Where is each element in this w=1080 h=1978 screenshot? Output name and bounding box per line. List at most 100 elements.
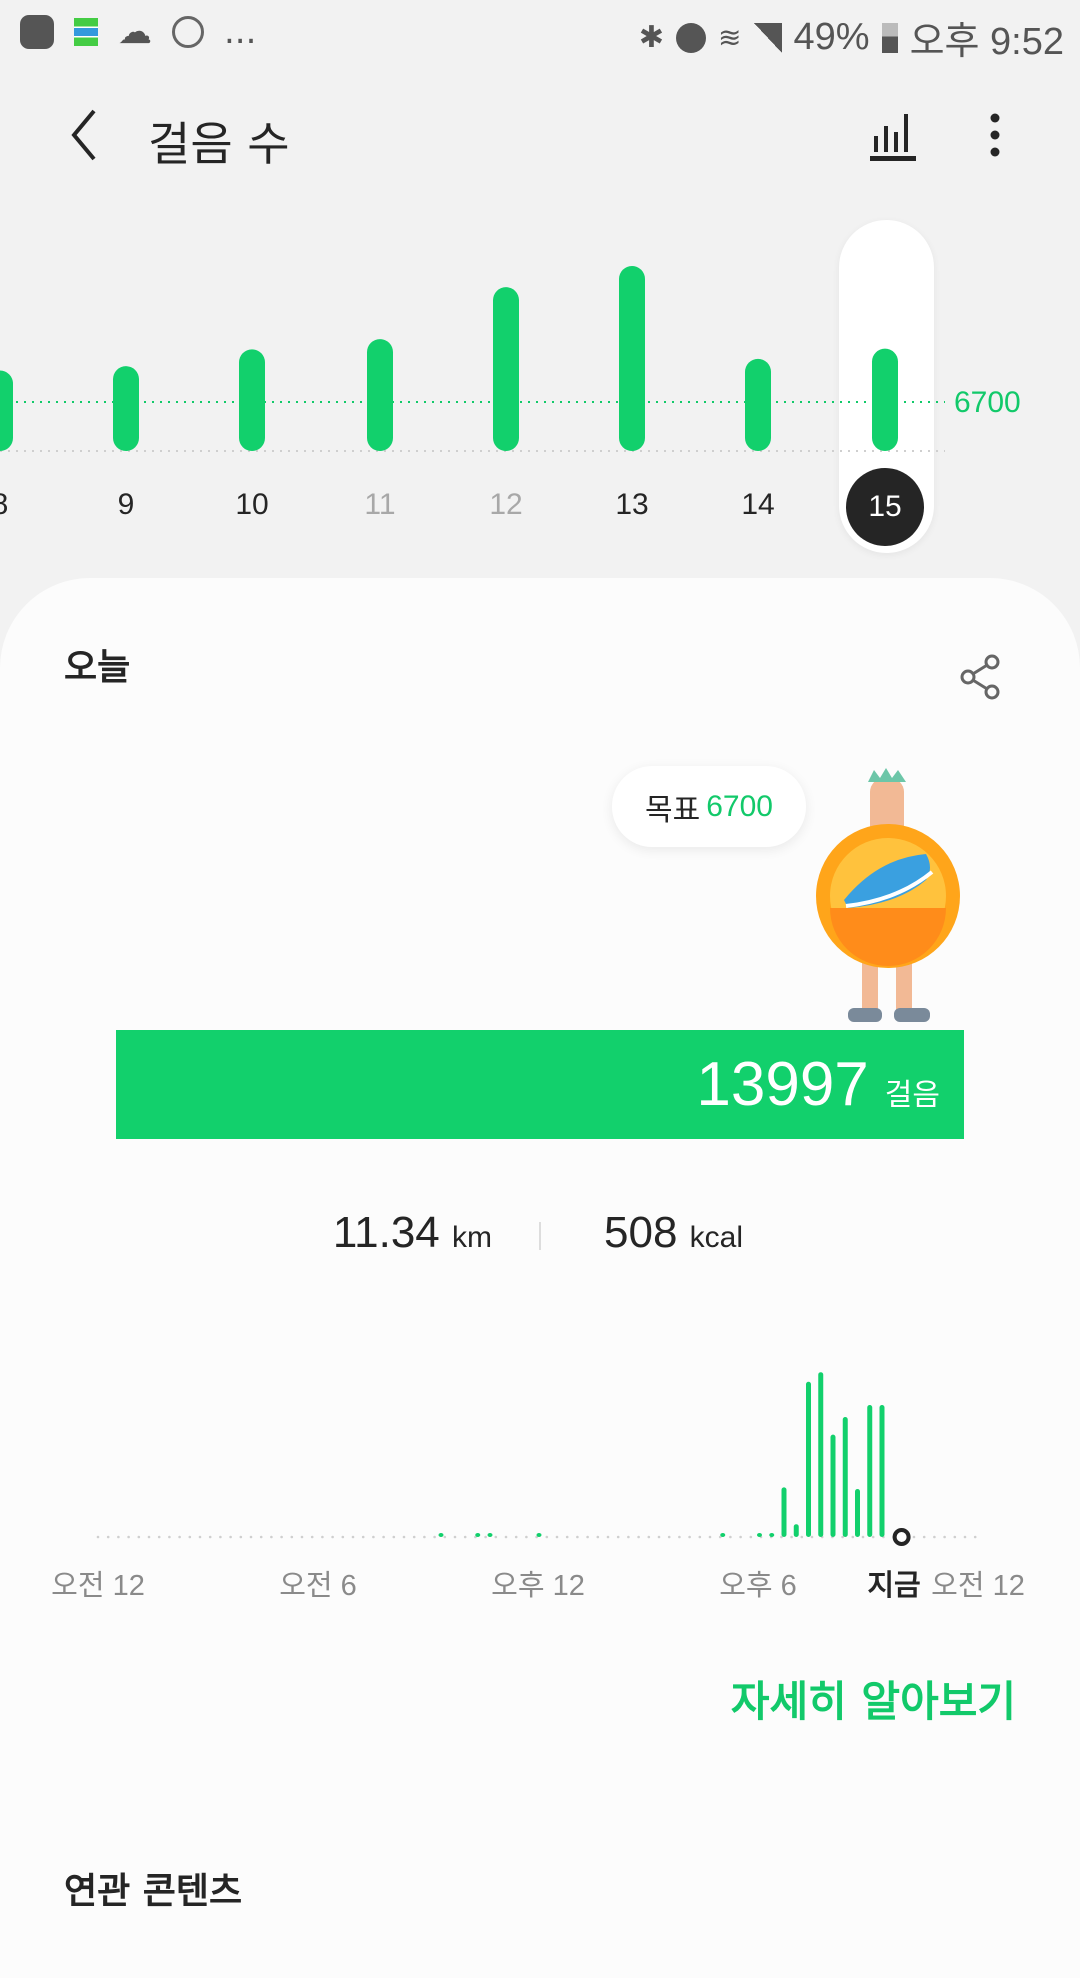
baseline-dot (953, 1535, 957, 1539)
weekly-bar[interactable] (239, 349, 265, 451)
baseline-dot (270, 1535, 273, 1539)
baseline-dot (647, 1535, 651, 1539)
hourly-x-label: 오후 6 (719, 1570, 797, 1602)
baseline-dot (484, 1535, 487, 1539)
aperture-icon (172, 16, 204, 48)
baseline-dot (331, 1535, 334, 1539)
weekly-day-label[interactable]: 10 (235, 488, 269, 521)
weekly-day-label[interactable]: 9 (117, 488, 135, 521)
baseline-dot (147, 1535, 151, 1539)
baseline-dot (433, 1535, 436, 1539)
steps-unit: 걸음 (884, 1077, 940, 1113)
more-vert-icon[interactable] (980, 110, 1010, 160)
baseline-dot (402, 1535, 406, 1539)
baseline-dot (667, 1535, 671, 1539)
baseline-dot (117, 1535, 120, 1539)
baseline-dot (423, 1535, 426, 1539)
baseline-dot (290, 1535, 294, 1539)
baseline-dot (586, 1535, 589, 1539)
hourly-bar (855, 1489, 860, 1537)
weekly-bar[interactable] (619, 265, 645, 451)
baseline-dot (208, 1535, 212, 1539)
page-title: 걸음 수 (148, 117, 290, 171)
hourly-x-label: 오전 12 (931, 1570, 1025, 1602)
baseline-dot (259, 1535, 263, 1539)
related-content-heading: 연관 콘텐츠 (64, 1871, 243, 1912)
hourly-bar (867, 1405, 873, 1537)
baseline-dot (239, 1535, 243, 1539)
baseline-dot (749, 1535, 753, 1539)
weekly-bar[interactable] (113, 366, 139, 451)
steps-total: 13997 (696, 1050, 869, 1119)
baseline-dot (514, 1535, 518, 1539)
baseline-dot (137, 1535, 141, 1539)
hourly-bar (806, 1381, 811, 1537)
mascot-illustration (816, 768, 960, 1022)
hourly-bar (757, 1533, 762, 1537)
baseline-dot (361, 1535, 365, 1539)
baseline-dot (310, 1535, 314, 1539)
baseline-dot (912, 1535, 916, 1539)
weekly-day-label[interactable]: 8 (0, 488, 8, 522)
weekly-bar[interactable] (367, 339, 393, 451)
baseline-dot (219, 1535, 222, 1539)
baseline-dot (576, 1535, 579, 1539)
steps-total-bar: 13997 걸음 (116, 1030, 964, 1139)
back-chevron-icon[interactable] (62, 105, 112, 165)
weekly-steps-chart (0, 265, 945, 452)
hourly-bar (818, 1372, 824, 1537)
weekly-bar[interactable] (872, 348, 898, 451)
hourly-bar (842, 1417, 848, 1537)
baseline-dot (157, 1535, 161, 1539)
share-icon[interactable] (958, 652, 1004, 702)
weekly-day-label[interactable]: 12 (489, 488, 523, 521)
baseline-dot (545, 1535, 549, 1539)
signal-icon (753, 22, 782, 53)
baseline-dot (198, 1535, 202, 1539)
baseline-dot (555, 1535, 559, 1539)
hourly-x-label: 오후 12 (491, 1570, 585, 1602)
baseline-dot (933, 1535, 936, 1539)
baseline-dot (627, 1535, 630, 1539)
system-icons: ✱ ≋ 49% 오후 9:52 (639, 10, 1064, 65)
distance-stat: 11.34 km (333, 1208, 492, 1258)
battery-icon (881, 22, 898, 53)
baseline-dot (463, 1535, 467, 1539)
weekly-day-label[interactable]: 11 (364, 488, 396, 521)
hourly-bar (793, 1524, 799, 1537)
baseline-dot (168, 1535, 171, 1539)
hourly-bar (536, 1533, 542, 1537)
weekly-bar[interactable] (493, 287, 519, 451)
battery-text: 49% (793, 16, 870, 58)
baseline-dot (922, 1535, 926, 1539)
baseline-dot (382, 1535, 385, 1539)
bar-chart-icon[interactable] (868, 106, 918, 162)
status-bar: ☁ ... ✱ ≋ 49% 오후 9:52 (0, 0, 1080, 66)
baseline-dot (106, 1535, 110, 1539)
baseline-dot (494, 1535, 498, 1539)
baseline-dot (810, 1535, 814, 1539)
weekly-day-label[interactable]: 14 (741, 488, 775, 521)
baseline-dot (443, 1535, 447, 1539)
distance-unit: km (452, 1221, 492, 1254)
selected-day-label[interactable]: 15 (846, 468, 924, 546)
u-plus-icon (20, 15, 54, 49)
baseline-dot (280, 1535, 283, 1539)
learn-more-link[interactable]: 자세히 알아보기 (730, 1677, 1016, 1726)
baseline-dot (943, 1535, 946, 1539)
weekly-bar[interactable] (745, 358, 771, 451)
baseline-dot (616, 1535, 620, 1539)
baseline-dot (341, 1535, 345, 1539)
hourly-steps-chart (96, 1372, 977, 1546)
calories-value: 508 (604, 1208, 678, 1257)
weekly-bar[interactable] (0, 370, 13, 451)
hourly-bar (781, 1487, 787, 1537)
baseline-dot (841, 1535, 844, 1539)
baseline-dot (504, 1535, 508, 1539)
baseline-dot (127, 1535, 130, 1539)
today-heading: 오늘 (64, 647, 131, 688)
baseline-dot (188, 1535, 192, 1539)
wifi-icon: ≋ (718, 22, 742, 53)
baseline-dot (780, 1535, 783, 1539)
weekly-day-label[interactable]: 13 (615, 488, 649, 521)
